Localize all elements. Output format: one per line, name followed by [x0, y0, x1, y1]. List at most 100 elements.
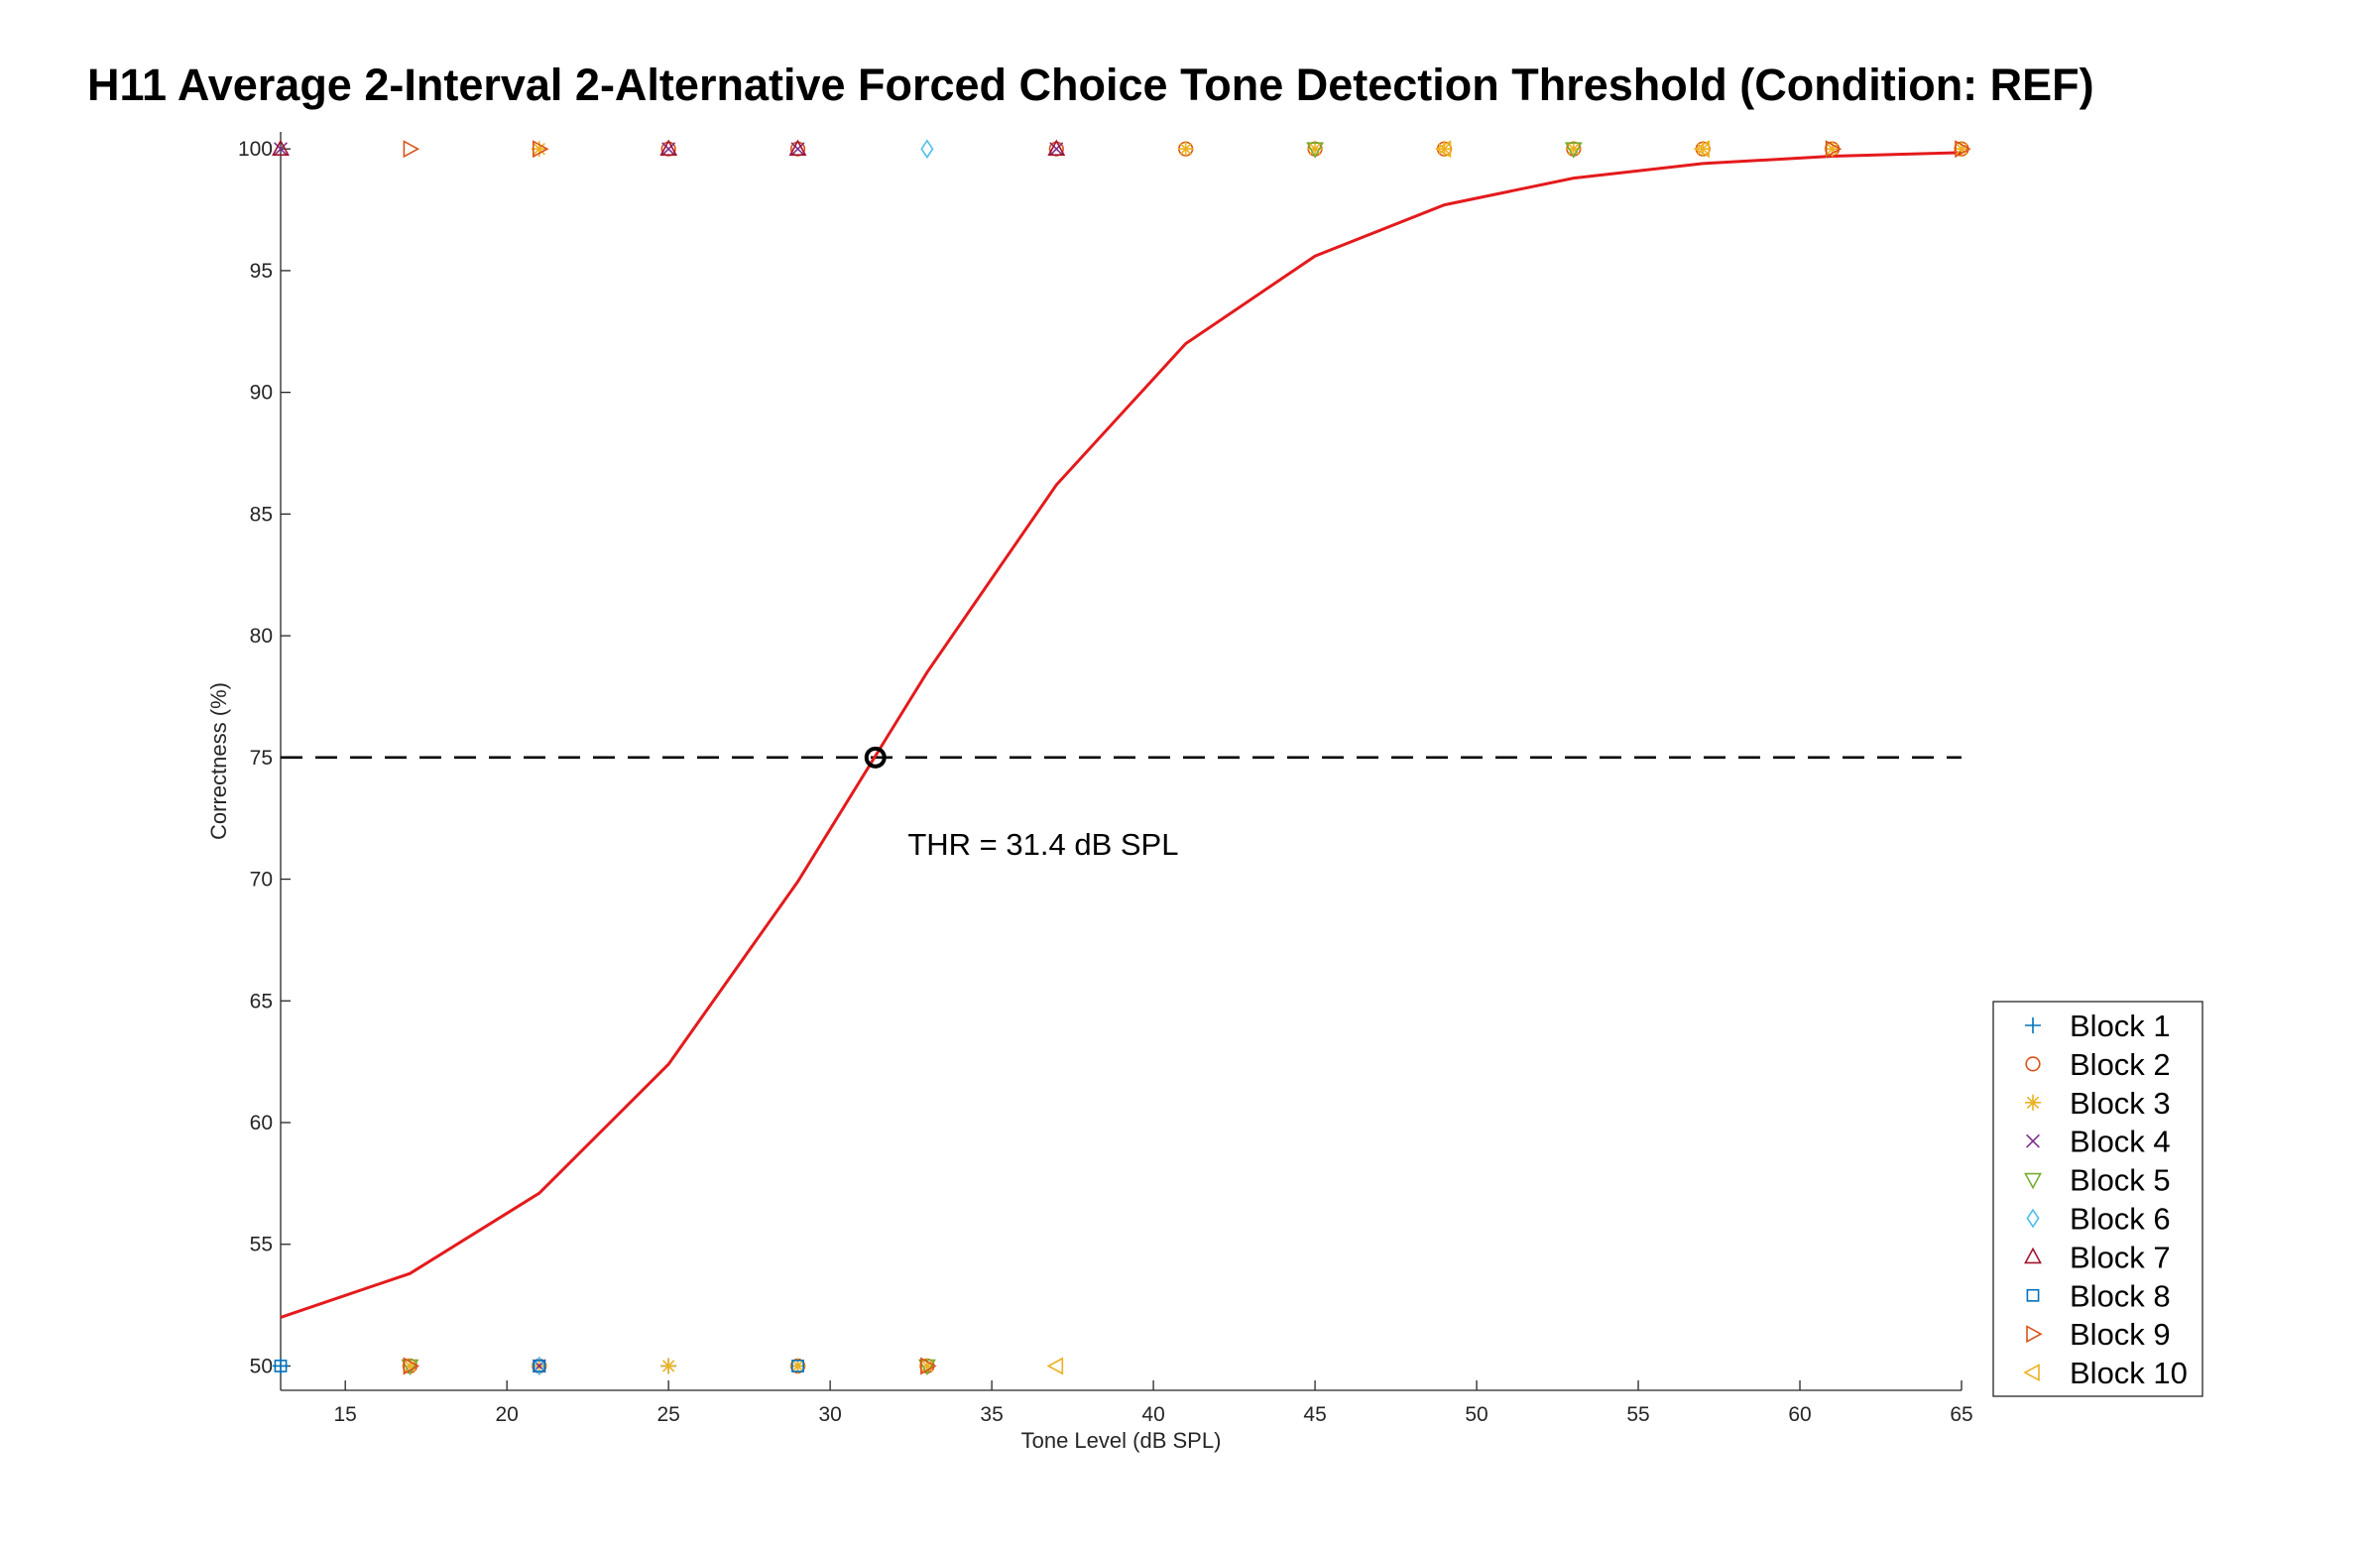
data-point [1046, 1357, 1064, 1375]
y-tick-label: 60 [250, 1112, 273, 1134]
fit-curve [280, 151, 1963, 1319]
x-tick-label: 20 [495, 1403, 518, 1426]
legend-marker [2025, 1056, 2041, 1072]
data-point [274, 1360, 288, 1372]
data-point [918, 1358, 935, 1374]
data-point [1564, 142, 1583, 159]
data-point [403, 1357, 420, 1375]
x-tick-label: 35 [980, 1403, 1003, 1426]
data-point [1047, 139, 1066, 156]
legend-item: Block 5 [2024, 1163, 2171, 1198]
data-point [533, 1360, 546, 1372]
legend-item: Block 10 [2023, 1356, 2188, 1390]
data-point [1954, 141, 1969, 158]
y-tick-label: 55 [250, 1234, 273, 1256]
legend-item: Block 1 [2025, 1009, 2171, 1043]
legend-label: Block 10 [2070, 1356, 2188, 1390]
legend-label: Block 4 [2070, 1125, 2171, 1159]
legend-marker [2025, 1094, 2041, 1111]
legend-label: Block 6 [2070, 1202, 2171, 1237]
legend-item: Block 6 [2026, 1202, 2171, 1237]
data-point [532, 140, 549, 159]
data-point [403, 140, 420, 159]
legend-marker [2026, 1325, 2043, 1344]
data-point [661, 142, 676, 157]
x-tick-label: 50 [1465, 1403, 1488, 1426]
data-point [1434, 140, 1452, 159]
legend-marker [2023, 1364, 2040, 1382]
data-point [1825, 140, 1843, 159]
data-point [789, 1358, 806, 1374]
legend: Block 1 Block 2 Block 3 Block 4 Block 5 Block… [1992, 1001, 2203, 1397]
legend-marker [2024, 1247, 2042, 1264]
data-point [1177, 141, 1194, 158]
data-point [920, 139, 934, 160]
data-point [1306, 142, 1325, 159]
x-tick-label: 40 [1141, 1403, 1164, 1426]
data-point [532, 1359, 546, 1373]
data-point [1565, 141, 1582, 158]
y-tick-label: 70 [250, 869, 273, 892]
legend-label: Block 8 [2070, 1278, 2171, 1313]
data-point [531, 141, 547, 158]
data-point [1307, 141, 1324, 158]
legend-item: Block 4 [2026, 1125, 2171, 1159]
data-point [791, 1360, 804, 1372]
data-point [1693, 140, 1710, 159]
series-8 [274, 1360, 804, 1372]
series-9 [403, 140, 1971, 1375]
y-tick-label: 80 [250, 625, 273, 648]
x-tick-label: 60 [1788, 1403, 1811, 1426]
legend-item: Block 9 [2026, 1317, 2171, 1352]
data-point [1049, 142, 1064, 157]
threshold-annotation: THR = 31.4 dB SPL [907, 827, 1178, 862]
legend-label: Block 5 [2070, 1163, 2171, 1198]
legend-label: Block 9 [2070, 1317, 2171, 1352]
legend-item: Block 2 [2025, 1047, 2171, 1082]
data-point [788, 139, 807, 156]
y-tick-label: 75 [250, 747, 273, 770]
y-tick-label: 65 [250, 990, 273, 1012]
legend-box [1992, 1001, 2203, 1397]
series-6 [533, 139, 934, 1376]
threshold-marker [864, 746, 887, 769]
x-axis-label: Tone Level (dB SPL) [1021, 1428, 1222, 1453]
x-tick-label: 30 [818, 1403, 841, 1426]
series-5 [401, 142, 1583, 1376]
legend-marker [2024, 1172, 2042, 1190]
series-10 [1046, 140, 1710, 1375]
x-tick-label: 25 [656, 1403, 679, 1426]
chart-title: H11 Average 2-Interval 2-Alternative For… [87, 60, 2094, 110]
legend-label: Block 3 [2070, 1086, 2171, 1121]
data-point [920, 1357, 937, 1375]
legend-label: Block 1 [2070, 1009, 2171, 1043]
series-4 [274, 142, 1064, 1373]
data-point [402, 1358, 418, 1374]
data-point [1955, 140, 1971, 159]
y-tick-label: 90 [250, 382, 273, 405]
x-tick-label: 65 [1950, 1403, 1972, 1426]
y-tick-label: 85 [250, 503, 273, 526]
x-tick-label: 15 [334, 1403, 357, 1426]
data-point [917, 1359, 936, 1376]
legend-marker [2026, 1288, 2040, 1302]
y-tick-label: 100 [238, 138, 273, 161]
series-7 [272, 139, 1066, 156]
data-point [272, 139, 290, 156]
legend-item: Block 7 [2024, 1240, 2171, 1274]
data-point [274, 142, 288, 157]
data-point [659, 139, 678, 156]
y-axis-label: Correctness (%) [206, 682, 231, 840]
legend-item: Block 8 [2026, 1278, 2171, 1313]
data-point [1695, 141, 1712, 158]
y-tick-label: 95 [250, 260, 273, 283]
y-tick-label: 50 [250, 1355, 273, 1377]
x-tick-label: 45 [1303, 1403, 1326, 1426]
legend-marker [2026, 1208, 2040, 1229]
data-point [660, 1358, 677, 1374]
legend-item: Block 3 [2025, 1086, 2171, 1121]
plot-area: 15 20 25 30 35 40 45 50 55 60 65 50 55 60 65 70 75 80 85 90… [238, 132, 1973, 1426]
legend-label: Block 2 [2070, 1047, 2171, 1082]
legend-marker [2025, 1017, 2041, 1033]
